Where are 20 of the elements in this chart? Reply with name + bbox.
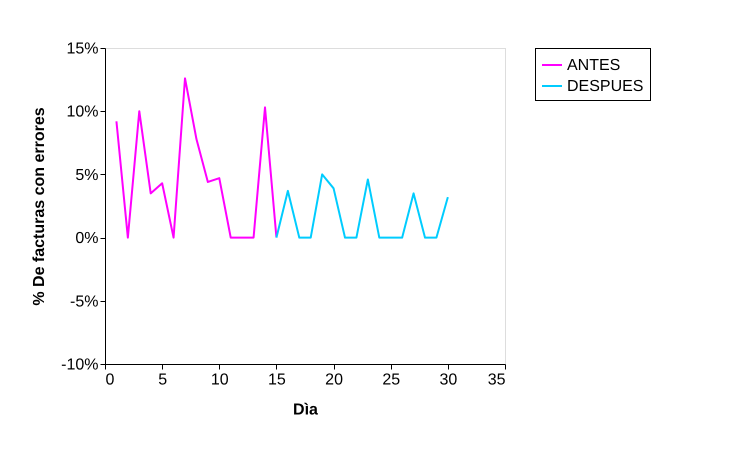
x-tick-label: 25: [382, 372, 400, 388]
x-tick-label: 35: [488, 372, 506, 388]
y-tick-label: -10%: [61, 356, 98, 374]
line-series: [115, 77, 278, 239]
x-axis-title: Dìa: [293, 402, 318, 418]
y-axis-title: % De facturas con errores: [31, 107, 48, 306]
x-tick-label: 20: [325, 372, 344, 388]
x-tick-label: 30: [439, 372, 458, 388]
line-series: [275, 173, 449, 239]
legend-label: ANTES: [567, 57, 620, 74]
x-tick-label: 0: [106, 372, 114, 388]
y-tick-label: -5%: [70, 293, 98, 310]
x-tick-label: 15: [268, 372, 286, 388]
y-tick-label: 0%: [75, 230, 98, 248]
y-tick-label: 15%: [66, 40, 98, 58]
legend-label: DESPUES: [567, 78, 644, 95]
y-tick-label: 10%: [66, 104, 98, 121]
y-tick-label: 5%: [75, 166, 98, 184]
x-tick-label: 10: [210, 372, 229, 388]
x-tick-label: 5: [158, 372, 168, 388]
